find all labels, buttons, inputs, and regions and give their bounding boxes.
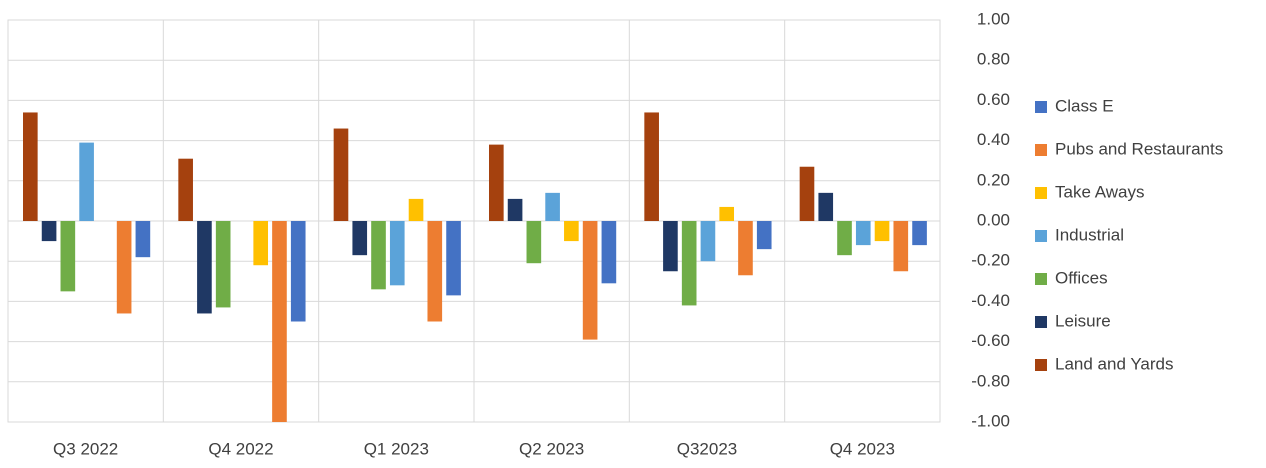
y-tick-label: 0.80 <box>977 50 1010 69</box>
bar <box>290 221 306 322</box>
bar <box>663 221 678 272</box>
legend-label: Class E <box>1055 96 1114 115</box>
y-tick-label: -0.40 <box>971 291 1010 310</box>
bar <box>874 221 890 242</box>
bar <box>333 128 349 221</box>
x-tick-label: Q4 2023 <box>830 439 895 458</box>
x-tick-label: Q4 2022 <box>208 439 273 458</box>
bar <box>601 221 617 284</box>
bar <box>818 192 834 221</box>
legend-label: Take Aways <box>1055 182 1144 201</box>
bar <box>408 198 424 221</box>
bar <box>738 221 753 276</box>
bar <box>582 221 598 340</box>
bar <box>197 221 212 314</box>
y-tick-label: -0.60 <box>971 331 1010 350</box>
y-tick-label: 0.60 <box>977 90 1010 109</box>
bar <box>352 221 368 256</box>
legend-swatch <box>1035 273 1047 285</box>
bar <box>545 192 560 221</box>
y-tick-label: 0.40 <box>977 130 1010 149</box>
legend-swatch <box>1035 230 1047 242</box>
legend-label: Land and Yards <box>1055 354 1173 373</box>
bar <box>427 221 443 322</box>
x-tick-label: Q32023 <box>677 439 738 458</box>
y-tick-label: -0.80 <box>971 371 1010 390</box>
bar <box>799 166 815 221</box>
bar <box>564 221 579 242</box>
bar <box>446 221 461 296</box>
y-tick-label: -0.20 <box>971 251 1010 270</box>
bar <box>389 221 405 286</box>
legend-label: Offices <box>1055 268 1108 287</box>
bar <box>60 221 76 292</box>
bar <box>371 221 386 290</box>
legend-swatch <box>1035 101 1047 113</box>
legend-swatch <box>1035 359 1047 371</box>
bar <box>23 112 38 221</box>
y-tick-label: -1.00 <box>971 411 1010 430</box>
legend-label: Industrial <box>1055 225 1124 244</box>
bar <box>756 221 772 250</box>
bar <box>41 221 57 242</box>
legend-label: Leisure <box>1055 311 1111 330</box>
legend-swatch <box>1035 316 1047 328</box>
bar <box>507 198 523 221</box>
bar <box>893 221 909 272</box>
y-tick-label: 1.00 <box>977 9 1010 28</box>
bar <box>135 221 151 258</box>
legend-swatch <box>1035 187 1047 199</box>
x-tick-label: Q1 2023 <box>364 439 429 458</box>
x-tick-label: Q3 2022 <box>53 439 118 458</box>
y-tick-label: 0.00 <box>977 210 1010 229</box>
legend-swatch <box>1035 144 1047 156</box>
bar <box>700 221 716 262</box>
bar <box>178 158 193 221</box>
bar <box>912 221 927 246</box>
bar <box>116 221 132 314</box>
legend-label: Pubs and Restaurants <box>1055 139 1223 158</box>
bar <box>79 142 94 221</box>
y-tick-label: 0.20 <box>977 170 1010 189</box>
bar <box>526 221 542 264</box>
bar <box>215 221 231 308</box>
bar <box>253 221 269 266</box>
bar <box>272 221 287 422</box>
x-tick-label: Q2 2023 <box>519 439 584 458</box>
bar <box>855 221 871 246</box>
bar <box>719 206 735 221</box>
bar <box>489 144 504 221</box>
bar <box>681 221 697 306</box>
bar <box>837 221 852 256</box>
bar <box>644 112 659 221</box>
